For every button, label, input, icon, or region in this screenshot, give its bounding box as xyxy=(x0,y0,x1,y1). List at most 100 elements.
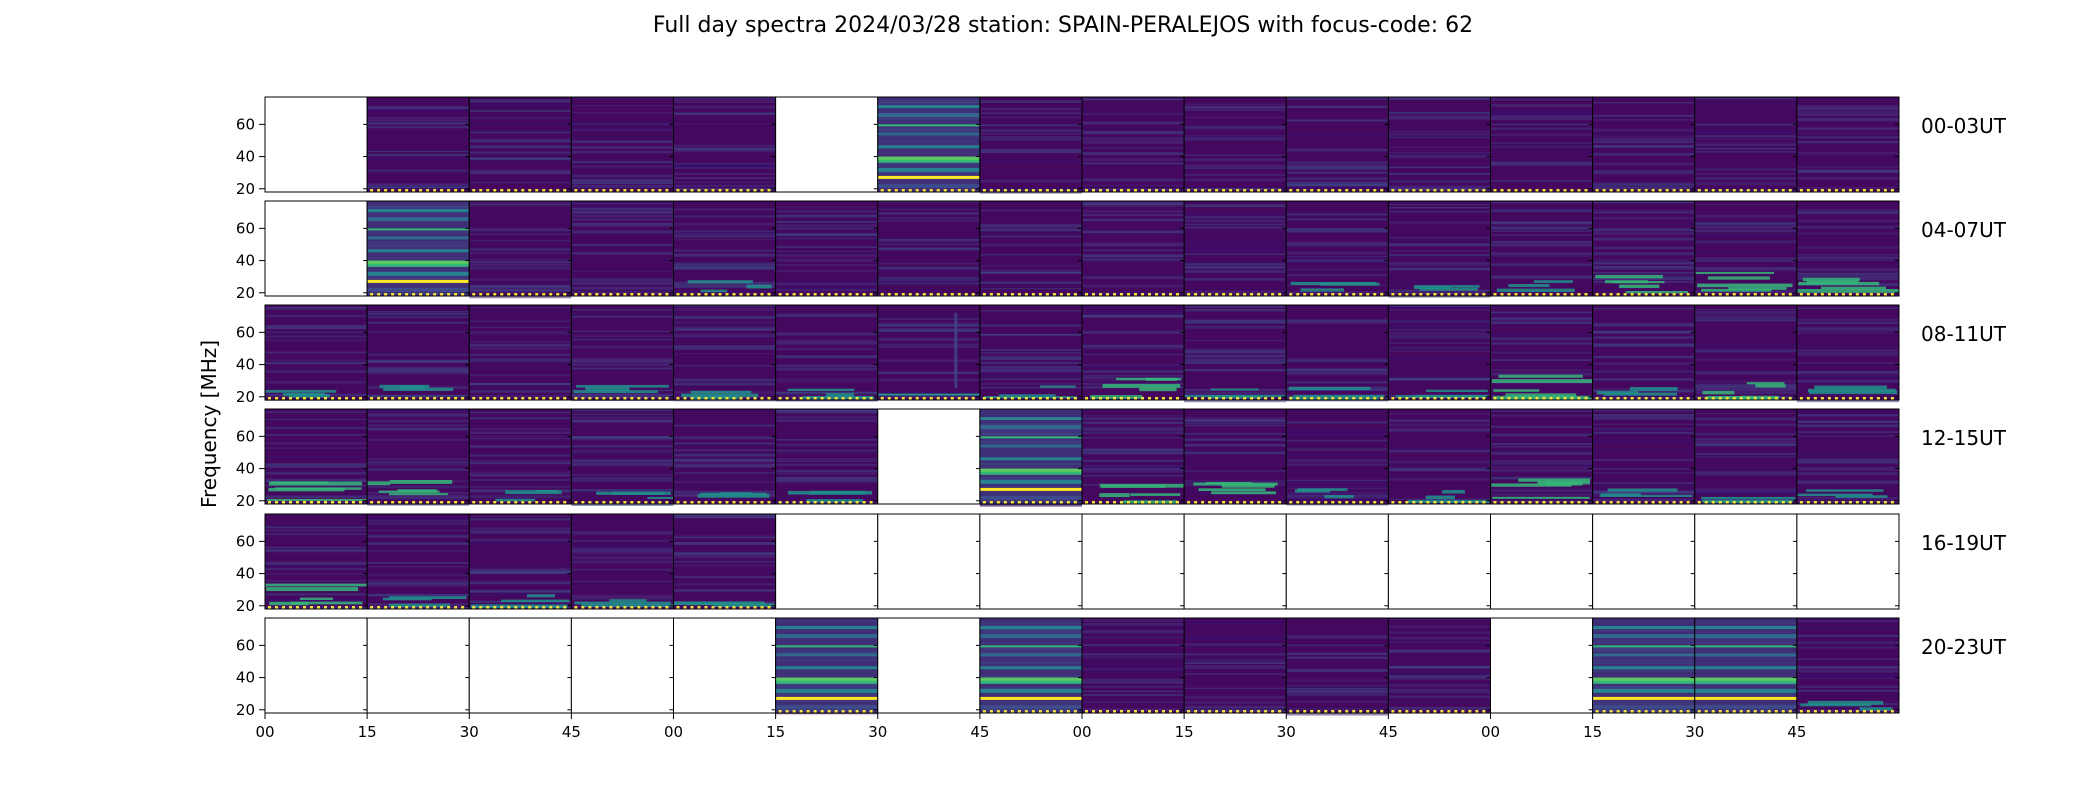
noise-stripe xyxy=(979,224,1082,227)
panel-background xyxy=(775,305,878,400)
marker-dot xyxy=(1623,501,1627,504)
marker-dot xyxy=(602,189,606,192)
low-frequency-emission xyxy=(1806,280,1859,285)
marker-dot xyxy=(711,501,715,504)
marker-dot xyxy=(1010,293,1014,296)
marker-dot xyxy=(549,397,553,400)
marker-dot xyxy=(767,397,771,400)
noise-stripe xyxy=(1388,469,1491,472)
noise-stripe xyxy=(469,239,572,242)
marker-dot xyxy=(1278,293,1282,296)
emission-band xyxy=(979,696,1082,700)
low-frequency-emission xyxy=(268,487,345,492)
marker-dot xyxy=(616,397,620,400)
spectrum-panel xyxy=(877,200,981,297)
marker-dot xyxy=(894,397,898,400)
marker-dot xyxy=(644,397,648,400)
marker-dot xyxy=(581,293,585,296)
marker-dot xyxy=(1296,189,1300,192)
noise-stripe xyxy=(1286,668,1389,672)
marker-dot xyxy=(950,189,954,192)
marker-dot xyxy=(1176,501,1179,504)
marker-dot xyxy=(1827,293,1831,296)
marker-dot xyxy=(1468,293,1472,296)
low-frequency-emission xyxy=(1595,274,1663,279)
marker-dot xyxy=(303,606,306,609)
noise-stripe xyxy=(1796,110,1899,113)
marker-dot xyxy=(1380,710,1384,713)
noise-stripe xyxy=(1796,105,1899,108)
low-frequency-emission xyxy=(1099,493,1130,498)
low-frequency-emission xyxy=(1702,390,1735,395)
marker-dot xyxy=(1841,189,1845,192)
noise-stripe xyxy=(469,229,572,232)
spectrum-panel xyxy=(979,304,1083,401)
marker-dot xyxy=(296,501,299,504)
marker-dot xyxy=(623,189,627,192)
marker-dot xyxy=(1106,293,1109,296)
marker-dot xyxy=(447,189,451,192)
marker-dot xyxy=(785,397,789,400)
low-frequency-emission xyxy=(501,599,570,602)
noise-stripe xyxy=(1082,132,1185,135)
marker-dot xyxy=(461,606,465,609)
noise-stripe xyxy=(1694,267,1797,270)
marker-dot xyxy=(792,293,796,296)
noise-stripe xyxy=(367,492,470,495)
marker-dot xyxy=(1869,189,1873,192)
noise-stripe xyxy=(1490,317,1593,320)
marker-dot xyxy=(1398,501,1402,504)
noise-stripe xyxy=(469,518,572,521)
noise-stripe xyxy=(673,112,776,115)
noise-stripe xyxy=(979,231,1082,233)
noise-stripe xyxy=(979,355,1082,358)
marker-dot xyxy=(398,501,402,504)
spectrum-panel xyxy=(1285,304,1389,402)
marker-dot xyxy=(820,501,824,504)
noise-stripe xyxy=(1694,268,1797,272)
marker-dot xyxy=(1570,397,1574,400)
noise-stripe xyxy=(979,243,1082,247)
marker-dot xyxy=(1827,397,1831,400)
empty-panel xyxy=(877,514,980,609)
marker-dot xyxy=(1855,501,1859,504)
marker-dot xyxy=(1475,397,1479,400)
noise-stripe xyxy=(571,539,674,542)
marker-dot xyxy=(574,189,578,192)
emission-band xyxy=(367,249,470,253)
spectrum-panel xyxy=(366,304,470,401)
noise-stripe xyxy=(571,161,674,164)
noise-stripe xyxy=(1694,168,1797,171)
noise-stripe xyxy=(1388,477,1491,481)
marker-dot xyxy=(711,397,715,400)
spectrum-panel xyxy=(877,408,981,505)
noise-stripe xyxy=(1286,190,1389,193)
noise-stripe xyxy=(469,390,572,393)
marker-dot xyxy=(303,501,306,504)
marker-dot xyxy=(479,606,483,609)
noise-stripe xyxy=(1796,133,1899,135)
marker-dot xyxy=(391,397,395,400)
noise-stripe xyxy=(673,163,776,166)
noise-stripe xyxy=(367,594,470,596)
noise-stripe xyxy=(1286,685,1389,688)
marker-dot xyxy=(574,293,578,296)
marker-dot xyxy=(778,501,782,504)
marker-dot xyxy=(855,397,859,400)
noise-stripe xyxy=(265,361,368,365)
noise-stripe xyxy=(1388,236,1491,238)
marker-dot xyxy=(922,189,926,192)
marker-dot xyxy=(908,397,912,400)
noise-stripe xyxy=(571,416,674,419)
noise-stripe xyxy=(1184,354,1287,357)
marker-dot xyxy=(1229,710,1233,713)
marker-dot xyxy=(936,189,940,192)
noise-stripe xyxy=(1388,97,1491,100)
noise-stripe xyxy=(979,292,1082,296)
noise-stripe xyxy=(571,557,674,560)
marker-dot xyxy=(760,397,764,400)
noise-stripe xyxy=(1592,484,1695,487)
noise-stripe xyxy=(1184,356,1287,358)
marker-dot xyxy=(1468,397,1472,400)
noise-stripe xyxy=(1796,618,1899,620)
